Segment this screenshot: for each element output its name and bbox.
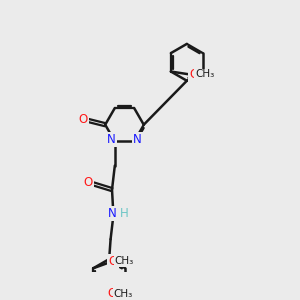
Text: CH₃: CH₃ bbox=[113, 289, 133, 299]
Text: N: N bbox=[107, 133, 116, 146]
Text: O: O bbox=[107, 287, 116, 300]
Text: O: O bbox=[84, 176, 93, 189]
Text: CH₃: CH₃ bbox=[195, 69, 214, 80]
Text: N: N bbox=[108, 207, 116, 220]
Text: N: N bbox=[133, 133, 142, 146]
Text: CH₃: CH₃ bbox=[115, 256, 134, 266]
Text: O: O bbox=[79, 112, 88, 125]
Text: O: O bbox=[108, 255, 118, 268]
Text: H: H bbox=[120, 207, 129, 220]
Text: O: O bbox=[189, 68, 198, 81]
